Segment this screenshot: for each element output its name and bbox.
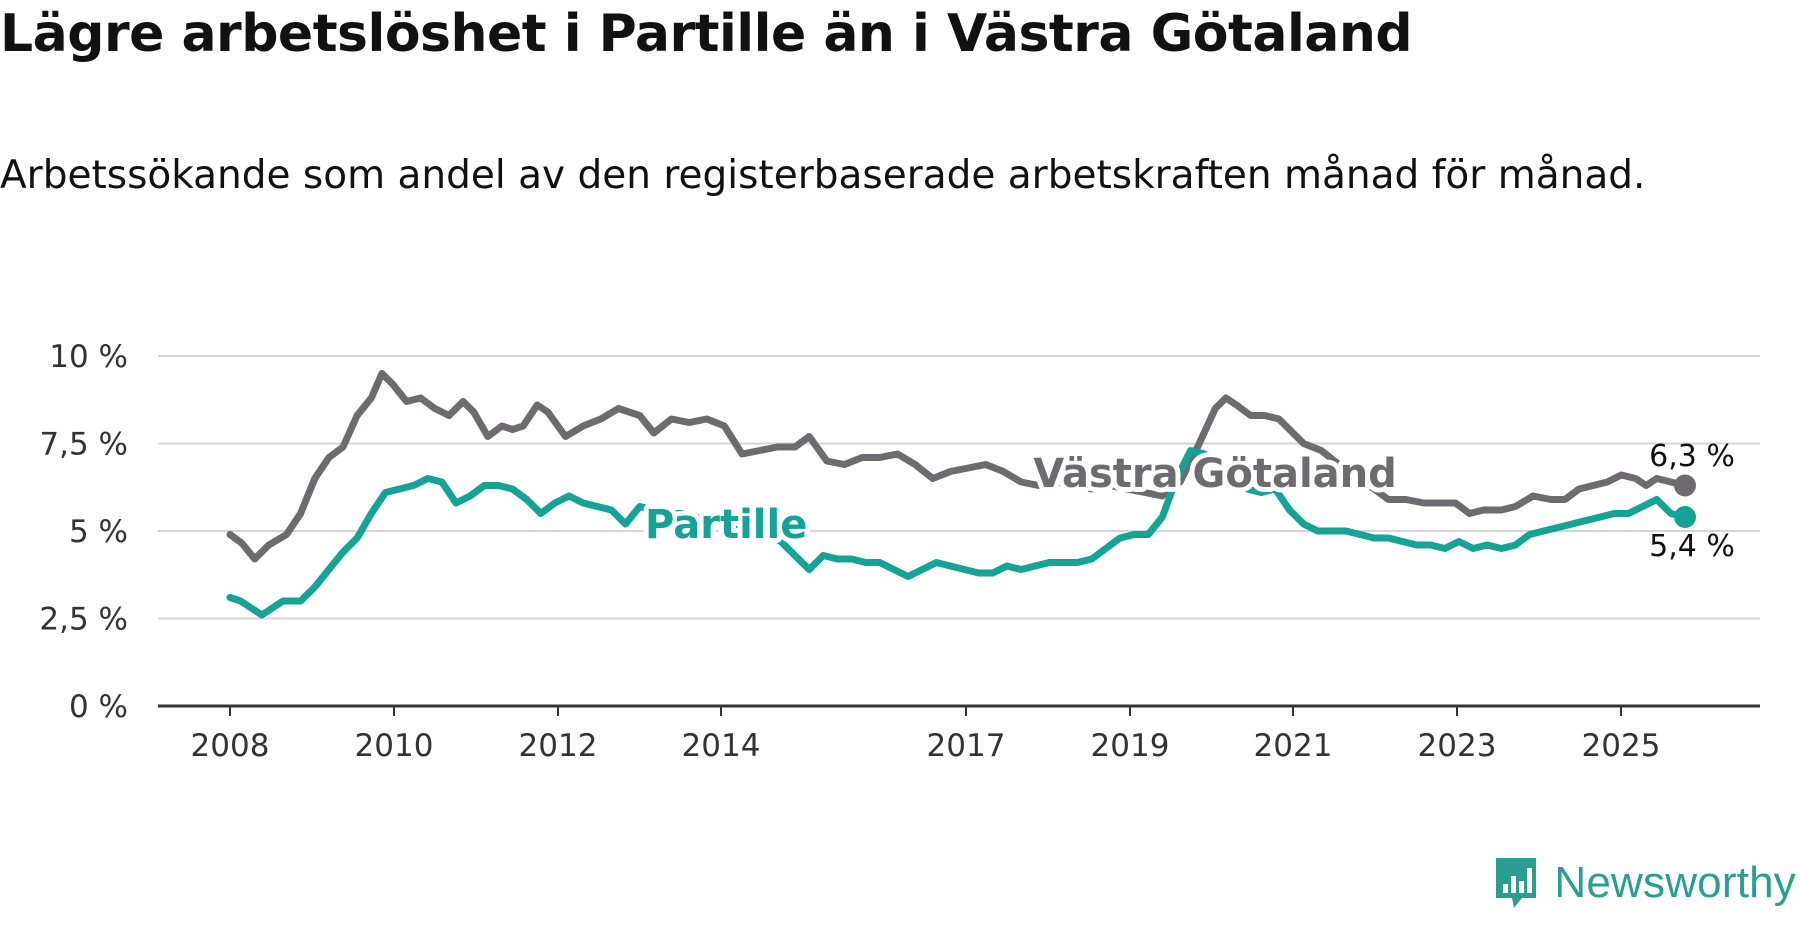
series-label-halo-1: Partille [645,502,807,548]
y-tick-label-2: 5 % [69,514,128,550]
x-tick-label-4: 2017 [927,728,1006,764]
x-tick-label-3: 2014 [682,728,761,764]
x-tick-label-8: 2025 [1582,728,1661,764]
end-label-partille: 5,4 % [1649,529,1735,564]
x-tick-label-5: 2019 [1091,728,1170,764]
series-label-1: Partille [645,502,807,548]
series-label-0: Västra Götaland [1033,451,1397,497]
end-point-0 [1674,474,1696,497]
x-tick-label-1: 2010 [355,728,434,764]
chart-subtitle: Arbetssökande som andel av den registerb… [0,153,1646,198]
y-tick-label-4: 10 % [49,339,128,375]
series-line-partille [226,447,1689,619]
end-label-vastra-gotaland: 6,3 % [1649,439,1735,474]
series-lines [226,370,1696,619]
x-axis-ticks: 2008 2010 2012 2014 2017 2019 2021 2023 2025 [191,706,1661,764]
brand-logo: Newsworthy [1492,854,1796,912]
y-tick-label-1: 2,5 % [39,602,128,638]
x-tick-label-7: 2023 [1418,728,1497,764]
brand-name: Newsworthy [1554,858,1796,907]
y-tick-label-3: 7,5 % [39,427,128,463]
y-tick-label-0: 0 % [69,689,128,725]
series-label-halo-0: Västra Götaland [1033,451,1397,497]
series-line-v-stra-g-taland [226,370,1689,563]
x-tick-label-0: 2008 [191,728,270,764]
grid-lines [158,355,1760,708]
chart-title: Lägre arbetslöshet i Partille än i Västr… [0,4,1413,64]
end-point-1 [1674,506,1696,528]
y-axis-ticks: 0 % 2,5 % 5 % 7,5 % 10 % [39,339,128,725]
bar-chart-speech-icon [1496,858,1537,908]
x-tick-label-6: 2021 [1254,728,1333,764]
x-tick-label-2: 2012 [519,728,598,764]
